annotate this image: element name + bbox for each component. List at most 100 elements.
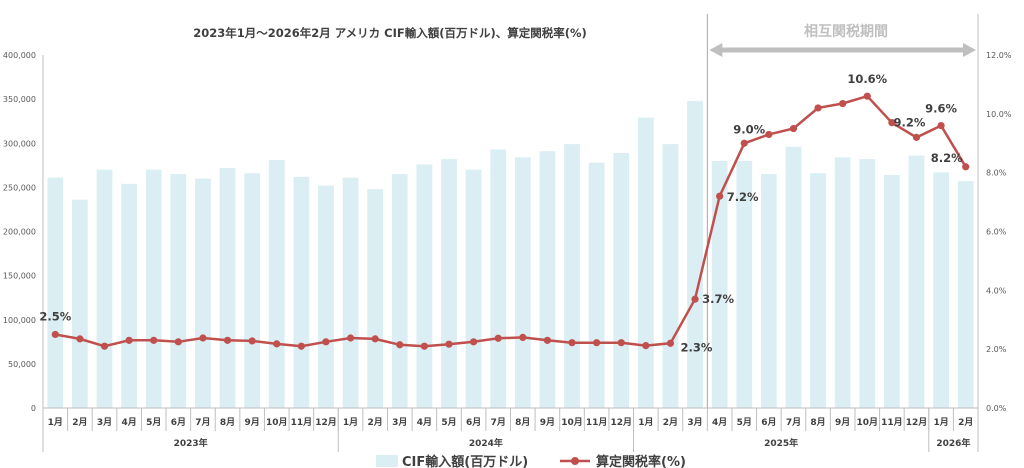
y-right-tick-label: 0.0% (986, 404, 1007, 413)
tariff-rate-point (494, 334, 502, 342)
bar (908, 155, 925, 408)
bar (539, 151, 556, 408)
x-tick-label: 1月 (933, 417, 948, 428)
x-tick-label: 1月 (638, 417, 653, 428)
y-right-tick-label: 10.0% (986, 110, 1012, 119)
bar (834, 157, 851, 408)
x-tick-label: 4月 (417, 417, 432, 428)
x-tick-label: 5月 (441, 417, 456, 428)
bar (47, 177, 64, 408)
tariff-rate-point (617, 339, 625, 347)
bar-series (47, 100, 974, 409)
y-right-tick-label: 8.0% (986, 169, 1007, 178)
x-tick-label: 5月 (146, 417, 161, 428)
x-tick-label: 2月 (368, 417, 383, 428)
tariff-rate-point (322, 338, 330, 346)
tariff-rate-point (962, 163, 970, 171)
bar (933, 172, 949, 408)
tariff-rate-point (740, 139, 748, 147)
bar (416, 164, 433, 408)
tariff-rate-point (174, 338, 182, 346)
tariff-rate-point (445, 340, 453, 348)
bar (613, 152, 630, 408)
bar (121, 183, 137, 408)
bar (391, 174, 408, 408)
tariff-rate-point (543, 336, 552, 344)
bar (293, 176, 310, 408)
x-tick-label: 6月 (466, 417, 481, 428)
bar (219, 167, 236, 408)
tariff-rate-point (248, 337, 256, 345)
tariff-period-arrow-right-head (963, 43, 976, 57)
x-tick-label: 9月 (835, 417, 850, 428)
x-axis: 1月 2月 3月 4月 5月 6月 7月 8月 9月 10月 11月 12月 1月 2月 3月 4月 5月 6月 7… (42, 407, 979, 452)
tariff-rate-point (593, 339, 601, 347)
legend-bar-swatch (376, 455, 398, 467)
bar (564, 144, 580, 408)
x-tick-label: 7月 (491, 417, 506, 428)
y-left-tick-label: 0 (31, 404, 36, 413)
x-tick-label: 9月 (540, 417, 555, 428)
data-label: 9.6% (925, 102, 957, 116)
x-tick-label: 11月 (291, 417, 313, 428)
y-left-tick-label: 100,000 (3, 316, 36, 325)
tariff-rate-point (51, 330, 59, 339)
tariff-rate-point (297, 342, 305, 350)
x-tick-label: 8月 (220, 417, 235, 428)
line-series (51, 92, 970, 350)
left-axis: 0 50,000 100,000 150,000 200,000 250,000 300,0… (3, 51, 44, 413)
x-tick-label: 6月 (171, 417, 186, 428)
legend-line-label: 算定関税率(%) (596, 454, 686, 468)
x-tick-label: 2月 (663, 417, 678, 428)
x-tick-label: 8月 (515, 417, 530, 428)
legend-line-marker (571, 457, 579, 465)
data-label: 8.2% (931, 151, 963, 165)
x-tick-label: 7月 (195, 417, 210, 428)
tariff-period-annotation: 相互関税期間 (706, 14, 976, 408)
tariff-rate-point (76, 335, 84, 343)
tariff-rate-point (199, 334, 207, 342)
right-axis: 0.0% 2.0% 4.0% 6.0% 8.0% 10.0% 12.0% (977, 14, 1012, 413)
x-tick-label: 11月 (881, 417, 903, 428)
bar (244, 173, 261, 408)
tariff-rate-point (839, 99, 847, 108)
bar (367, 189, 384, 408)
tariff-rate-point (789, 124, 798, 133)
bar (465, 169, 482, 408)
bar (318, 185, 334, 408)
x-tick-label: 12月 (906, 417, 928, 428)
x-tick-label: 12月 (610, 417, 632, 428)
tariff-rate-point (396, 341, 404, 349)
bar (342, 177, 359, 408)
y-left-tick-label: 400,000 (3, 51, 36, 60)
bar (145, 169, 162, 408)
x-tick-label: 1月 (48, 417, 63, 428)
bar (687, 100, 703, 408)
x-tick-label: 10月 (266, 417, 288, 428)
bar (195, 178, 211, 408)
tariff-rate-point (863, 92, 871, 100)
tariff-rate-point (100, 342, 109, 350)
x-tick-label: 6月 (761, 417, 776, 428)
tariff-rate-point (765, 130, 773, 139)
legend: CIF輸入額(百万ドル) 算定関税率(%) (376, 454, 686, 468)
data-label: 10.6% (847, 72, 887, 86)
tariff-rate-point (691, 295, 699, 303)
y-left-tick-label: 150,000 (3, 272, 36, 281)
data-labels: 2.5% 2.3% 3.7% 7.2% 9.0% 10.6% 9.2%9.6% 8.2% (39, 72, 963, 354)
tariff-rate-point (814, 104, 822, 112)
x-tick-label: 10月 (561, 417, 583, 428)
y-left-tick-label: 200,000 (3, 228, 36, 237)
tariff-rate-point (666, 339, 675, 347)
bar (884, 175, 900, 408)
y-right-tick-label: 2.0% (986, 345, 1007, 354)
data-label: 3.7% (702, 292, 734, 306)
x-tick-label: 2月 (72, 417, 87, 428)
bar (441, 159, 457, 408)
y-left-tick-label: 350,000 (3, 95, 36, 104)
data-label: 9.0% (733, 122, 765, 136)
x-tick-label: 4月 (121, 417, 136, 428)
tariff-rate-point (125, 336, 133, 344)
bar (96, 169, 113, 408)
